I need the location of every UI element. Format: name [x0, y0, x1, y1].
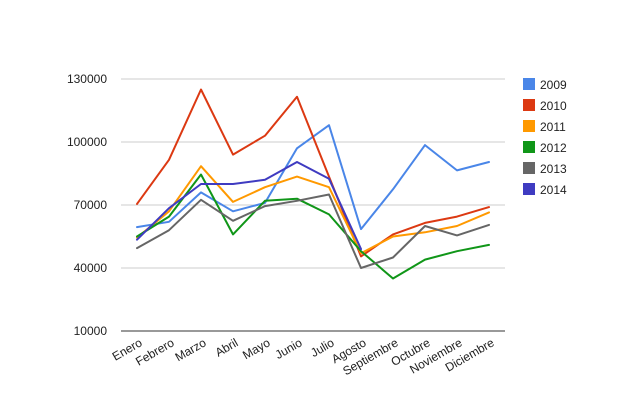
- y-tick-label: 70000: [74, 198, 108, 212]
- legend-swatch-2011: [523, 120, 535, 132]
- series-line-2009: [136, 124, 490, 231]
- x-tick-label: Mayo: [240, 335, 273, 362]
- legend-swatch-2013: [523, 162, 535, 174]
- series-line-2010: [136, 88, 490, 258]
- y-tick-label: 10000: [74, 324, 108, 338]
- x-tick-label: Abril: [213, 335, 241, 359]
- series-line-2014: [136, 161, 362, 251]
- legend: 2009 2010 2011 2012 2013 2014: [523, 78, 567, 197]
- y-axis: 10000 40000 70000 100000 130000: [67, 72, 107, 338]
- legend-swatch-2014: [523, 183, 535, 195]
- legend-label: 2010: [540, 99, 567, 113]
- legend-swatch-2009: [523, 78, 535, 90]
- legend-swatch-2012: [523, 141, 535, 153]
- series-line-2012: [136, 173, 490, 280]
- series-line-2013: [136, 193, 490, 269]
- y-tick-label: 100000: [67, 135, 107, 149]
- y-tick-label: 130000: [67, 72, 107, 86]
- series-line-2011: [136, 165, 490, 255]
- legend-label: 2011: [540, 120, 566, 134]
- x-tick-label: Junio: [273, 335, 305, 362]
- legend-label: 2013: [540, 162, 567, 176]
- legend-label: 2012: [540, 141, 567, 155]
- y-tick-label: 40000: [74, 261, 108, 275]
- legend-label: 2014: [540, 183, 567, 197]
- legend-swatch-2010: [523, 99, 535, 111]
- x-tick-label: Marzo: [173, 335, 209, 364]
- series-lines: [136, 88, 490, 280]
- gridlines: [121, 78, 505, 332]
- legend-label: 2009: [540, 78, 567, 92]
